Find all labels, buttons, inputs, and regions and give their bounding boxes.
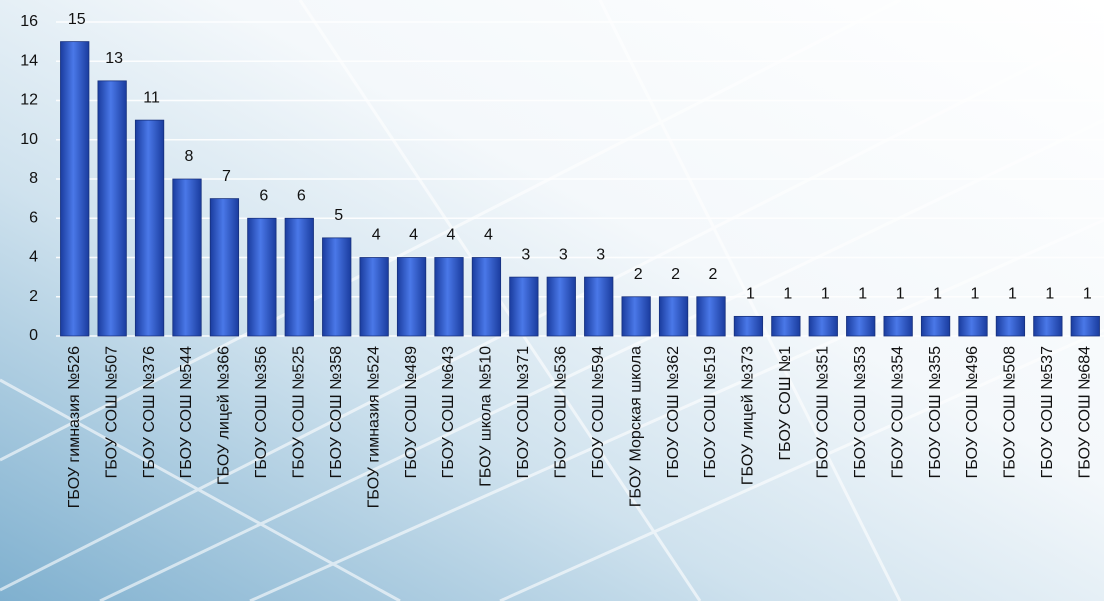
bar xyxy=(584,276,614,337)
bar xyxy=(322,237,352,337)
data-label: 1 xyxy=(1008,286,1017,303)
x-tick-label: ГБОУ гимназия №524 xyxy=(365,346,382,508)
bar xyxy=(808,315,838,337)
x-tick-label: ГБОУ СОШ №362 xyxy=(665,346,682,478)
y-tick-label: 4 xyxy=(29,249,38,266)
data-label: 13 xyxy=(105,50,123,67)
data-label: 1 xyxy=(1045,286,1054,303)
bar xyxy=(172,178,202,337)
data-label: 1 xyxy=(858,286,867,303)
x-tick-label: ГБОУ СОШ №519 xyxy=(702,346,719,478)
x-tick-label: ГБОУ СОШ №354 xyxy=(889,346,906,478)
data-label: 6 xyxy=(297,187,306,204)
data-label: 1 xyxy=(896,286,905,303)
x-tick-label: ГБОУ СОШ №355 xyxy=(927,346,944,478)
x-tick-label: ГБОУ СОШ №508 xyxy=(1002,346,1019,478)
bar xyxy=(621,296,651,337)
data-label: 4 xyxy=(484,227,493,244)
bar xyxy=(471,257,502,337)
bar xyxy=(60,41,90,337)
x-tick-label: ГБОУ СОШ №351 xyxy=(815,346,832,478)
bar xyxy=(1033,315,1063,337)
bar xyxy=(134,119,165,337)
data-label: 1 xyxy=(821,286,830,303)
data-label: 5 xyxy=(334,207,343,224)
bar xyxy=(733,315,764,337)
x-tick-label: ГБОУ СОШ №536 xyxy=(553,346,570,478)
x-tick-label: ГБОУ СОШ №525 xyxy=(291,346,308,478)
bar xyxy=(396,257,427,337)
data-label: 2 xyxy=(634,266,643,283)
data-label: 2 xyxy=(709,266,718,283)
bar xyxy=(284,217,314,337)
x-tick-label: ГБОУ СОШ №356 xyxy=(253,346,270,478)
data-label: 6 xyxy=(259,187,268,204)
data-label: 2 xyxy=(671,266,680,283)
bar xyxy=(658,296,689,337)
bar xyxy=(434,257,464,337)
data-label: 11 xyxy=(143,89,160,106)
bar xyxy=(920,315,951,337)
data-label: 8 xyxy=(185,148,194,165)
x-tick-label: ГБОУ СОШ №544 xyxy=(178,346,195,478)
x-tick-label: ГБОУ СОШ №594 xyxy=(590,346,607,478)
y-tick-label: 12 xyxy=(20,92,38,109)
x-tick-label: ГБОУ Морская школа xyxy=(627,346,644,507)
y-tick-label: 10 xyxy=(20,131,38,148)
y-tick-label: 14 xyxy=(20,52,38,69)
bar xyxy=(696,296,726,337)
data-label: 1 xyxy=(933,286,942,303)
x-tick-label: ГБОУ лицей №373 xyxy=(740,346,757,485)
data-label: 4 xyxy=(447,227,456,244)
x-tick-label: ГБОУ СОШ №1 xyxy=(777,346,794,461)
bar xyxy=(247,217,277,337)
bar xyxy=(1070,315,1100,337)
data-label: 1 xyxy=(1083,286,1092,303)
y-tick-label: 8 xyxy=(29,170,38,187)
bar xyxy=(846,315,876,337)
data-label: 3 xyxy=(559,246,568,263)
x-tick-label: ГБОУ лицей №366 xyxy=(216,346,233,485)
x-tick-label: ГБОУ СОШ №371 xyxy=(515,346,532,478)
data-label: 1 xyxy=(783,286,792,303)
data-label: 15 xyxy=(68,11,86,28)
y-tick-label: 2 xyxy=(29,288,38,305)
bar xyxy=(209,198,240,337)
x-tick-label: ГБОУ СОШ №353 xyxy=(852,346,869,478)
y-tick-label: 0 xyxy=(29,327,38,344)
x-tick-label: ГБОУ СОШ №489 xyxy=(403,346,420,478)
x-tick-label: ГБОУ гимназия №526 xyxy=(66,346,83,508)
data-label: 7 xyxy=(222,168,231,185)
x-tick-label: ГБОУ СОШ №507 xyxy=(103,346,120,478)
y-tick-label: 16 xyxy=(20,13,38,30)
y-tick-label: 6 xyxy=(29,209,38,226)
x-tick-label: ГБОУ СОШ №358 xyxy=(328,346,345,478)
data-label: 1 xyxy=(746,286,755,303)
bar xyxy=(509,276,539,337)
data-label: 1 xyxy=(971,286,980,303)
bar xyxy=(995,315,1026,337)
x-tick-label: ГБОУ СОШ №643 xyxy=(440,346,457,478)
data-label: 3 xyxy=(596,246,605,263)
x-tick-label: ГБОУ школа №510 xyxy=(478,346,495,487)
data-label: 3 xyxy=(521,246,530,263)
bar xyxy=(97,80,127,337)
bar xyxy=(771,315,801,337)
x-tick-label: ГБОУ СОШ №537 xyxy=(1039,346,1056,478)
bar xyxy=(958,315,988,337)
bar xyxy=(546,276,576,337)
bar xyxy=(883,315,913,337)
x-tick-label: ГБОУ СОШ №376 xyxy=(141,346,158,478)
x-tick-label: ГБОУ СОШ №496 xyxy=(964,346,981,478)
x-tick-label: ГБОУ СОШ №684 xyxy=(1077,346,1094,478)
data-label: 4 xyxy=(409,227,418,244)
bar xyxy=(359,257,389,337)
data-label: 4 xyxy=(372,227,381,244)
